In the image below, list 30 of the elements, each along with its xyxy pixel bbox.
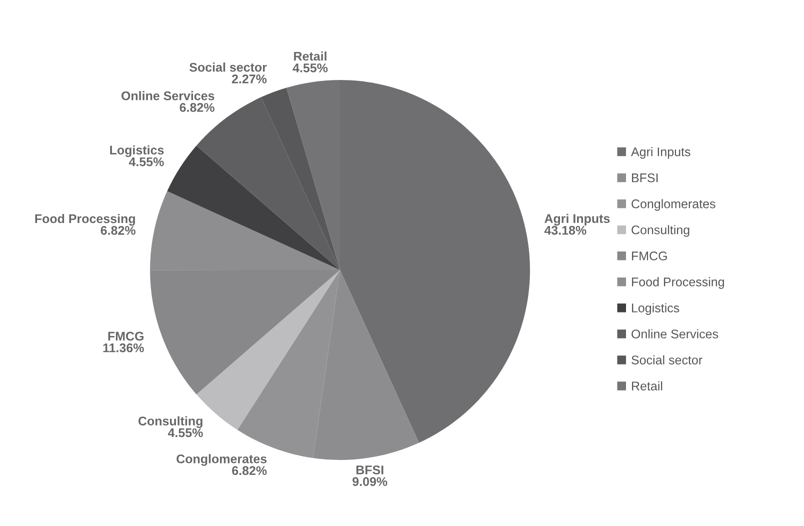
data-label: 4.55% <box>168 428 203 438</box>
legend-label: Food Processing <box>632 277 724 289</box>
slice-label: Social sector <box>190 62 267 72</box>
slice-label: BFSI <box>356 466 384 474</box>
data-label: 4.55% <box>292 64 328 72</box>
legend-label: Retail <box>632 381 662 390</box>
legend-label: Agri Inputs <box>631 147 690 159</box>
legend-label: Online Services <box>632 329 718 338</box>
data-label: 43.18% <box>544 226 586 235</box>
legend-label: Conglomerates <box>632 199 716 211</box>
slice-label: FMCG <box>108 332 144 341</box>
slice-label: Consulting <box>138 416 202 428</box>
slice-label: Food Processing <box>35 214 135 226</box>
data-label: 9.09% <box>352 477 388 486</box>
legend-label: Logistics <box>632 303 680 315</box>
data-label: 6.82% <box>180 103 214 112</box>
slice-label: Retail <box>294 51 326 61</box>
slice-label: Online Services <box>121 91 214 100</box>
legend-label: Consulting <box>632 225 690 237</box>
legend-label: Social sector <box>632 355 702 364</box>
legend-label: FMCG <box>632 251 667 260</box>
data-label: 11.36% <box>103 343 144 352</box>
data-label: 4.55% <box>128 157 164 166</box>
slice-label: Agri Inputs <box>544 214 610 226</box>
data-label: 2.27% <box>232 74 267 84</box>
slice-label: Logistics <box>110 145 164 158</box>
data-label: 6.82% <box>232 466 267 476</box>
data-label: 6.82% <box>100 226 136 235</box>
slice-label: Conglomerates <box>176 454 267 466</box>
legend-label: BFSI <box>632 173 658 182</box>
